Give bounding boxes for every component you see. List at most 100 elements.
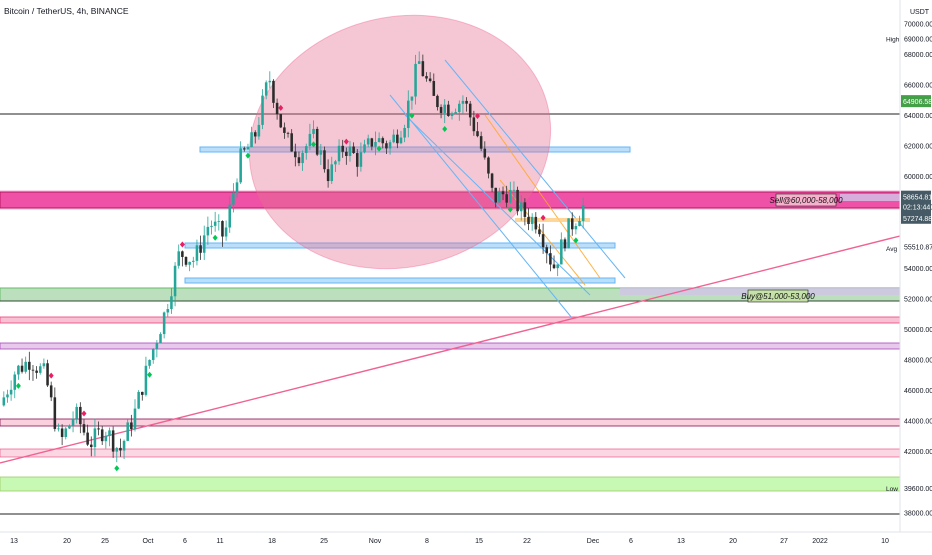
candle-body: [155, 343, 159, 349]
candle-body: [239, 148, 242, 183]
price-badge-label: 64906.58: [903, 99, 932, 106]
candle-body: [221, 221, 224, 237]
candle-body: [523, 202, 527, 217]
candle-body: [359, 152, 363, 167]
price-tick-label: 54000.00: [904, 266, 932, 273]
candle-body: [89, 444, 93, 448]
time-tick-label: 6: [629, 538, 633, 545]
candle-body: [410, 96, 414, 101]
candle-body: [82, 424, 86, 433]
signal-marker: [48, 372, 54, 379]
candle-body: [268, 80, 272, 83]
time-axis[interactable]: 13 20 25 Oct 6 11 18 25 Nov 8 15 22 Dec 6 13 20 27 2022 10: [0, 531, 932, 545]
candle-body: [126, 422, 129, 441]
time-tick-label: Dec: [587, 538, 600, 545]
time-tick-label: 13: [10, 538, 18, 545]
channel-line-orange-1[interactable]: [484, 114, 601, 279]
candle-body: [224, 227, 228, 237]
candle-body: [315, 128, 319, 155]
candle-body: [414, 63, 417, 97]
candle-body: [192, 260, 195, 262]
signal-marker: [573, 237, 579, 244]
candle-body: [330, 164, 334, 182]
time-tick-label: 15: [475, 538, 483, 545]
time-tick-label: 25: [101, 538, 109, 545]
time-tick-label: 18: [268, 538, 276, 545]
signal-marker: [15, 382, 21, 389]
candle-body: [490, 173, 494, 188]
purple-zone-band-49k[interactable]: [0, 342, 901, 350]
candle-body: [206, 226, 210, 236]
price-tick-label: 48000.00: [904, 358, 932, 365]
candle-body: [162, 312, 166, 335]
price-axis[interactable]: 70000.00 68000.00 66000.00 64000.00 62000.00…: [886, 0, 932, 532]
candle-body: [122, 440, 126, 451]
candle-body: [119, 447, 122, 451]
time-tick-label: 8: [425, 538, 429, 545]
candle-body: [570, 218, 574, 230]
candle-body: [363, 144, 366, 153]
blue-ranges: [184, 146, 631, 284]
green-zone-band-low[interactable]: [0, 476, 901, 492]
channel-line-top[interactable]: [444, 59, 626, 279]
side-label: Low: [886, 486, 898, 493]
channel-line-mid[interactable]: [404, 114, 591, 296]
signal-marker: [409, 112, 415, 119]
blue-range-62k[interactable]: [199, 146, 631, 153]
candle-body: [46, 363, 49, 386]
candle-body: [166, 309, 170, 313]
candle-body: [563, 239, 567, 249]
candle-body: [479, 136, 483, 149]
candle-body: [450, 113, 454, 116]
candle-body: [290, 133, 293, 152]
candle-body: [6, 394, 9, 398]
signal-marker: [507, 206, 513, 213]
candle-body: [133, 408, 137, 430]
pink-trendline[interactable]: [0, 235, 901, 464]
candle-body: [294, 151, 297, 158]
side-label: Avg: [886, 246, 897, 253]
signal-marker: [278, 104, 284, 111]
time-tick-label: 13: [677, 538, 685, 545]
candle-body: [505, 194, 508, 203]
sell-zone-band-faint[interactable]: [0, 190, 900, 210]
time-tick-label: 11: [216, 538, 223, 545]
candle-body: [377, 138, 381, 142]
candle-body: [275, 102, 279, 115]
buy-annotation[interactable]: Buy@51,000-53,000: [741, 289, 815, 303]
candle-body: [567, 218, 570, 249]
price-tick-label: 46000.00: [904, 388, 932, 395]
price-tick-label: 42000.00: [904, 449, 932, 456]
candle-body: [108, 430, 111, 436]
blue-range-55k[interactable]: [184, 242, 616, 249]
price-tick-label: 44000.00: [904, 419, 932, 426]
candle-body: [17, 365, 20, 375]
candle-body: [304, 146, 308, 153]
candle-body: [13, 374, 17, 390]
price-tick-label: 68000.00: [904, 52, 932, 59]
lavender-zone-band-upper[interactable]: [840, 194, 900, 201]
candle-body: [483, 148, 487, 158]
orange-box[interactable]: [515, 218, 590, 222]
candle-body: [170, 296, 173, 310]
candle-body: [319, 150, 323, 155]
candle-body: [578, 220, 581, 227]
channel-line-bottom[interactable]: [389, 94, 573, 319]
pink-zone-band-51k[interactable]: [0, 316, 901, 324]
candle-body: [374, 142, 377, 147]
time-tick-label: 25: [320, 538, 328, 545]
signal-marker: [442, 126, 448, 133]
time-tick-label: 20: [729, 538, 737, 545]
time-tick-label: 27: [780, 538, 788, 545]
candle-body: [250, 132, 253, 148]
signal-marker: [212, 234, 218, 241]
candle-body: [9, 389, 13, 395]
price-tick-label: 62000.00: [904, 144, 932, 151]
blue-range-53k[interactable]: [184, 277, 616, 284]
candle-body: [545, 247, 549, 254]
candle-body: [403, 127, 406, 138]
pink-zone-band-42k[interactable]: [0, 448, 901, 458]
sell-annotation[interactable]: Sell@60,000-58,000: [769, 193, 843, 207]
